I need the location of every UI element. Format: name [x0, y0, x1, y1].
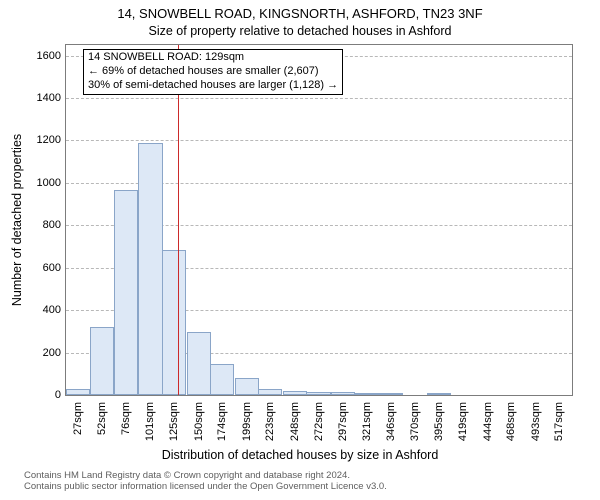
histogram-bar [427, 393, 451, 395]
x-tick-label: 248sqm [289, 402, 301, 441]
y-tick-label: 1600 [36, 50, 61, 62]
x-tick-label: 272sqm [313, 402, 325, 441]
x-tick-label: 468sqm [505, 402, 517, 441]
histogram-bar [283, 391, 307, 395]
y-tick-label: 400 [36, 304, 61, 316]
y-tick-label: 1400 [36, 92, 61, 104]
x-tick-label: 297sqm [337, 402, 349, 441]
x-axis-label: Distribution of detached houses by size … [0, 448, 600, 462]
x-tick-label: 52sqm [96, 402, 108, 435]
x-tick-label: 174sqm [216, 402, 228, 441]
histogram-bar [114, 190, 138, 395]
chart-page: 14, SNOWBELL ROAD, KINGSNORTH, ASHFORD, … [0, 0, 600, 500]
annotation-line: 30% of semi-detached houses are larger (… [88, 79, 338, 93]
histogram-bar [66, 389, 90, 395]
x-tick-label: 321sqm [361, 402, 373, 441]
gridline [66, 140, 572, 141]
x-tick-label: 199sqm [241, 402, 253, 441]
histogram-bar [306, 392, 330, 395]
y-tick-label: 800 [36, 219, 61, 231]
histogram-bar [331, 392, 355, 395]
x-tick-label: 395sqm [433, 402, 445, 441]
annotation-line: 14 SNOWBELL ROAD: 129sqm [88, 51, 338, 65]
histogram-bar [162, 250, 186, 395]
histogram-bar [138, 143, 162, 395]
x-tick-label: 125sqm [168, 402, 180, 441]
footer-attribution: Contains HM Land Registry data © Crown c… [24, 471, 387, 493]
annotation-box: 14 SNOWBELL ROAD: 129sqm← 69% of detache… [83, 49, 343, 95]
x-tick-label: 27sqm [72, 402, 84, 435]
gridline [66, 98, 572, 99]
x-tick-label: 517sqm [553, 402, 565, 441]
histogram-bar [379, 393, 403, 395]
y-tick-label: 1200 [36, 134, 61, 146]
x-tick-label: 101sqm [144, 402, 156, 441]
reference-line [178, 45, 179, 395]
histogram-plot [65, 44, 573, 396]
page-subtitle: Size of property relative to detached ho… [0, 24, 600, 38]
histogram-bar [355, 393, 379, 395]
histogram-bar [235, 378, 259, 395]
x-tick-label: 370sqm [409, 402, 421, 441]
footer-line-2: Contains public sector information licen… [24, 482, 387, 493]
x-tick-label: 223sqm [264, 402, 276, 441]
histogram-bar [258, 389, 282, 395]
x-tick-label: 419sqm [457, 402, 469, 441]
y-tick-label: 200 [36, 347, 61, 359]
histogram-bar [210, 364, 234, 395]
y-tick-label: 0 [36, 389, 61, 401]
y-tick-label: 1000 [36, 177, 61, 189]
page-title: 14, SNOWBELL ROAD, KINGSNORTH, ASHFORD, … [0, 6, 600, 21]
histogram-bar [90, 327, 114, 395]
annotation-line: ← 69% of detached houses are smaller (2,… [88, 65, 338, 79]
histogram-bar [187, 332, 211, 395]
y-tick-label: 600 [36, 262, 61, 274]
y-axis-label: Number of detached properties [10, 134, 24, 306]
x-tick-label: 493sqm [530, 402, 542, 441]
x-tick-label: 150sqm [193, 402, 205, 441]
x-tick-label: 346sqm [385, 402, 397, 441]
x-tick-label: 76sqm [120, 402, 132, 435]
x-tick-label: 444sqm [482, 402, 494, 441]
